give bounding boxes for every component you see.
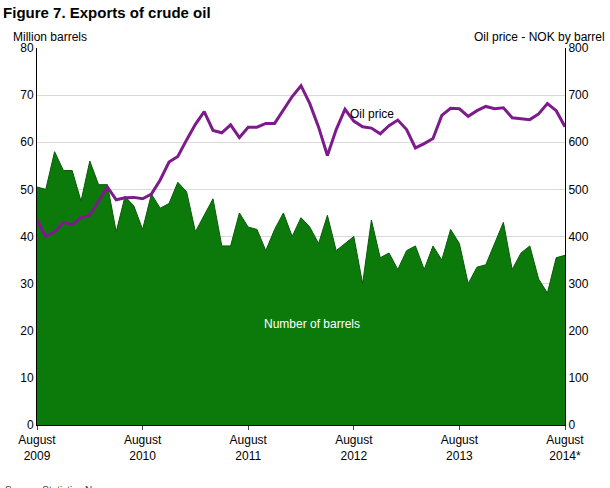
svg-text:500: 500 — [568, 183, 588, 197]
svg-text:August2014*: August2014* — [546, 433, 584, 463]
svg-text:August2013: August2013 — [441, 433, 479, 463]
svg-text:70: 70 — [20, 88, 34, 102]
svg-text:0: 0 — [568, 418, 575, 432]
svg-text:20: 20 — [20, 324, 34, 338]
svg-text:700: 700 — [568, 88, 588, 102]
svg-text:August2010: August2010 — [124, 433, 162, 463]
svg-text:August2009: August2009 — [18, 433, 56, 463]
svg-text:60: 60 — [20, 135, 34, 149]
svg-text:300: 300 — [568, 277, 588, 291]
svg-text:80: 80 — [20, 41, 34, 55]
svg-text:August2012: August2012 — [335, 433, 373, 463]
svg-text:Oil price: Oil price — [350, 107, 394, 121]
svg-text:August2011: August2011 — [230, 433, 268, 463]
svg-text:600: 600 — [568, 135, 588, 149]
svg-text:200: 200 — [568, 324, 588, 338]
svg-text:Number of barrels: Number of barrels — [264, 317, 360, 331]
svg-text:10: 10 — [20, 371, 34, 385]
svg-text:Million barrels: Million barrels — [13, 30, 87, 44]
svg-text:800: 800 — [568, 41, 588, 55]
svg-text:40: 40 — [20, 230, 34, 244]
svg-text:Oil price - NOK by barrel: Oil price - NOK by barrel — [474, 30, 605, 44]
svg-text:100: 100 — [568, 371, 588, 385]
svg-text:Source: Statistics Norway.: Source: Statistics Norway. — [5, 485, 121, 488]
svg-text:400: 400 — [568, 230, 588, 244]
svg-text:Figure 7. Exports of crude oil: Figure 7. Exports of crude oil — [3, 4, 211, 21]
svg-text:50: 50 — [20, 183, 34, 197]
svg-text:30: 30 — [20, 277, 34, 291]
svg-text:0: 0 — [27, 418, 34, 432]
